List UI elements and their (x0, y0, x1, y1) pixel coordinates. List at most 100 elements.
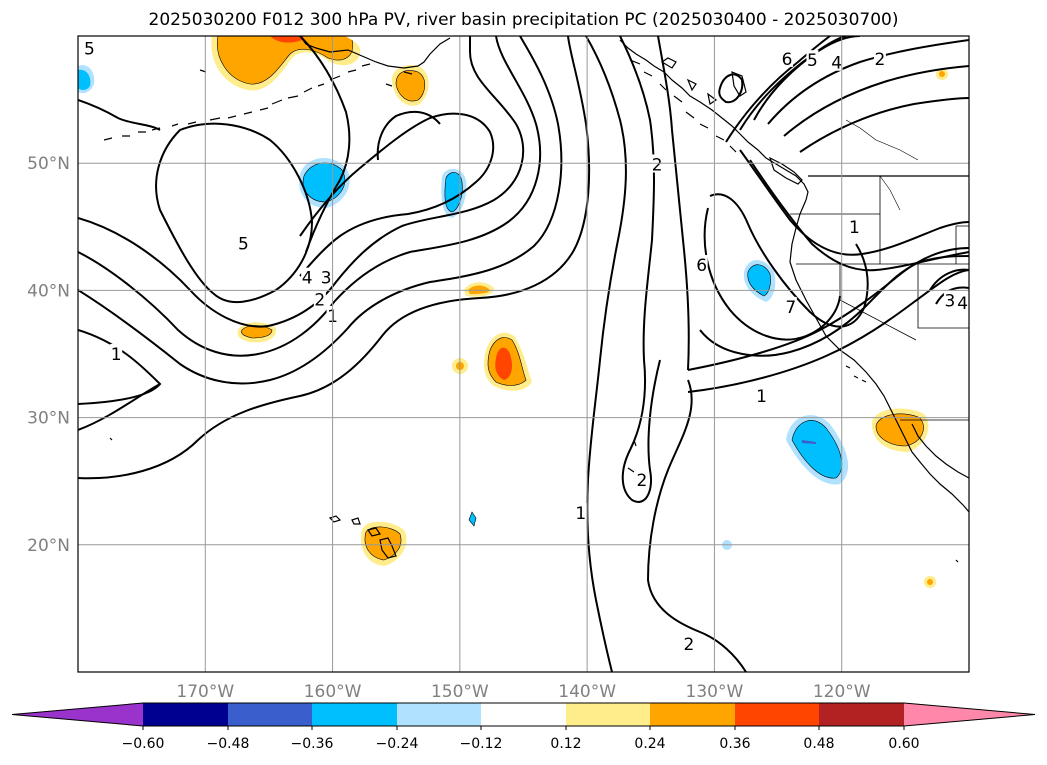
contour-label: 5 (84, 40, 95, 60)
longitude-labels: 170°W 160°W 150°W 140°W 130°W 120°W (176, 682, 870, 702)
precip-blob (939, 71, 945, 77)
colorbar-tick-label: −0.12 (460, 736, 503, 752)
pv-contour (155, 122, 314, 304)
contour-label: 1 (575, 504, 586, 524)
lon-tick-label: 130°W (686, 682, 744, 702)
latitude-labels: 50°N 40°N 30°N 20°N (27, 154, 70, 556)
pv-contour (718, 73, 744, 104)
pv-contour (725, 36, 831, 143)
pv-contour (767, 39, 969, 125)
colorbar-tick-label: −0.60 (122, 736, 165, 752)
colorbar-segment (312, 703, 397, 726)
contour-label: 1 (756, 387, 767, 407)
contour-label-bg (956, 293, 969, 312)
colorbar-segment (481, 703, 566, 726)
lat-tick-label: 30°N (27, 409, 70, 429)
map-title: 2025030200 F012 300 hPa PV, river basin … (148, 10, 899, 30)
contour-label-bg (784, 296, 797, 315)
contour-label: 2 (636, 471, 647, 491)
contour-label: 4 (957, 294, 968, 314)
colorbar-extend-min (12, 703, 143, 726)
lat-tick-label: 50°N (27, 154, 70, 174)
precip-blob (468, 285, 490, 294)
contour-label: 2 (684, 635, 695, 655)
contour-label-bg (574, 503, 587, 521)
map-frame (77, 35, 970, 673)
contour-label-bg (301, 267, 314, 286)
contour-label: 5 (807, 51, 818, 71)
colorbar-segment (735, 703, 819, 726)
pv-contour (619, 36, 661, 503)
contour-label: 2 (314, 290, 325, 310)
contour-label-bg (110, 344, 123, 362)
pv-contour (929, 268, 969, 291)
colorbar-segment (397, 703, 481, 726)
contour-label: 3 (321, 269, 332, 289)
contour-label-bg (320, 267, 333, 286)
colorbar: −0.60 −0.48 −0.36 −0.24 −0.12 0.12 0.24 0.36 0.4… (11, 702, 1036, 752)
contour-label-bg (830, 52, 843, 71)
lat-tick-label: 40°N (27, 281, 70, 301)
pv-contour (657, 36, 690, 371)
precip-blob (927, 579, 933, 585)
contour-label: 4 (831, 54, 842, 74)
lon-tick-label: 170°W (176, 682, 234, 702)
pv-contour (376, 110, 441, 161)
contour-label-bg (695, 254, 708, 273)
pv-contour (78, 36, 542, 357)
pv-contour (78, 36, 591, 480)
contour-label: 1 (849, 218, 860, 238)
contour-label: 2 (652, 155, 663, 175)
pv-contour (646, 379, 747, 672)
precip-blob (241, 325, 272, 338)
pv-contour (687, 269, 969, 393)
lat-tick-label: 20°N (27, 536, 70, 556)
contour-label-bg (806, 50, 819, 69)
gridlines (78, 36, 969, 672)
colorbar-tick-label: 0.60 (888, 736, 919, 752)
lon-tick-label: 160°W (304, 682, 362, 702)
colorbar-segment (143, 703, 228, 726)
precip-blob (802, 440, 816, 444)
precip-blob (78, 69, 91, 90)
pv-contour (749, 159, 969, 272)
precip-blob (444, 172, 463, 212)
contour-label-bg (313, 289, 326, 308)
contour-label-bg (682, 634, 695, 653)
pv-contour (739, 36, 847, 131)
precip-blob (792, 420, 842, 479)
pv-contour (739, 149, 969, 256)
colorbar-segment (819, 703, 904, 726)
contour-label-bg (83, 38, 96, 57)
lon-tick-label: 120°W (813, 682, 871, 702)
contour-label: 1 (111, 345, 122, 365)
contour-label: 4 (302, 269, 313, 289)
contour-label-bg (873, 48, 886, 67)
contour-label-bg (755, 385, 768, 404)
precip-blob (495, 347, 512, 380)
contour-label: 3 (944, 292, 955, 312)
contour-label: 5 (238, 234, 249, 254)
precip-blob (270, 36, 304, 43)
pv-contour (78, 36, 563, 385)
colorbar-segment (228, 703, 312, 726)
pv-contour (585, 36, 627, 672)
contour-label: 2 (874, 50, 885, 70)
contour-label-bg (780, 48, 793, 67)
contour-label: 6 (782, 50, 793, 70)
lon-tick-label: 140°W (558, 682, 616, 702)
pv-contour (299, 112, 495, 277)
colorbar-tick-label: −0.48 (207, 736, 250, 752)
colorbar-segment (566, 703, 650, 726)
precip-blob (396, 70, 425, 102)
contour-label-bg (237, 233, 250, 252)
contour-label-bg (848, 216, 861, 235)
precip-blob (876, 413, 924, 446)
pv-contour (78, 383, 161, 431)
pv-contour (709, 193, 869, 328)
lon-tick-label: 150°W (431, 682, 489, 702)
colorbar-tick-label: −0.36 (291, 736, 334, 752)
colorbar-segment (650, 703, 735, 726)
